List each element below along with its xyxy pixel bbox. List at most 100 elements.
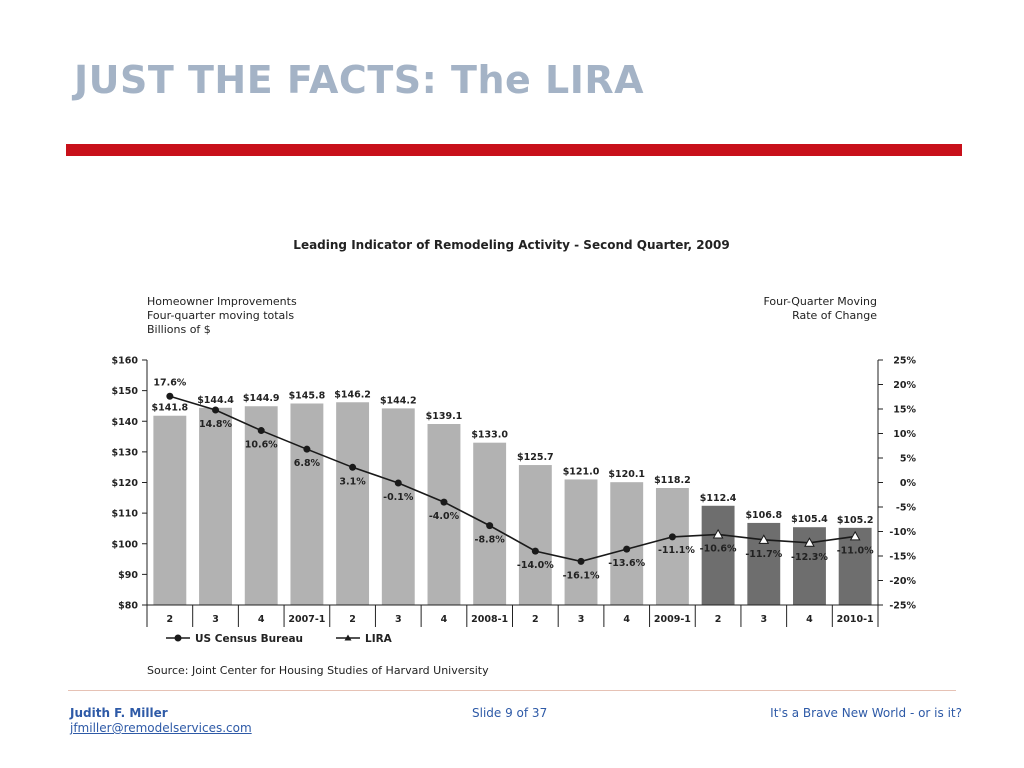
- line-value-label: 10.6%: [245, 440, 278, 451]
- line-value-label: -4.0%: [429, 511, 460, 522]
- x-tick-label: 2010-1: [837, 614, 874, 625]
- bar: [610, 482, 644, 605]
- legend-lira-label: LIRA: [365, 633, 393, 645]
- right-tick-label: -25%: [889, 601, 916, 612]
- slide-title: JUST THE FACTS: The LIRA: [74, 58, 645, 102]
- bar: [564, 479, 598, 605]
- x-tick-label: 4: [258, 614, 265, 625]
- line-value-label: -11.0%: [837, 545, 874, 556]
- census-point: [531, 547, 539, 555]
- x-tick-label: 3: [395, 614, 402, 625]
- lira-chart: Leading Indicator of Remodeling Activity…: [112, 238, 917, 677]
- right-tick-label: -15%: [889, 552, 916, 563]
- line-value-label: -13.6%: [608, 558, 645, 569]
- left-tick-label: $120: [112, 478, 139, 489]
- left-axis-caption: Homeowner Improvements: [147, 295, 297, 308]
- x-tick-label: 4: [441, 614, 448, 625]
- x-tick-label: 2: [532, 614, 539, 625]
- left-tick-label: $80: [118, 601, 138, 612]
- line-value-label: -11.1%: [658, 545, 695, 556]
- bar: [199, 407, 232, 605]
- legend-census-label: US Census Bureau: [195, 633, 303, 645]
- census-line: [169, 395, 673, 563]
- chart-source: Source: Joint Center for Housing Studies…: [147, 664, 489, 677]
- x-tick-label: 2007-1: [288, 614, 325, 625]
- census-point: [349, 463, 357, 471]
- bar-label: $112.4: [700, 493, 737, 504]
- right-tick-label: 25%: [893, 356, 916, 367]
- census-point: [166, 392, 174, 400]
- left-tick-label: $100: [112, 539, 139, 550]
- x-tick-label: 2: [349, 614, 356, 625]
- bar-label: $141.8: [152, 403, 189, 414]
- footer-email-link[interactable]: jfmiller@remodelservices.com: [70, 721, 252, 735]
- x-tick-label: 2009-1: [654, 614, 691, 625]
- census-point: [303, 445, 311, 453]
- left-axis-caption: Four-quarter moving totals: [147, 309, 294, 322]
- lira-point: [758, 534, 770, 544]
- x-tick-label: 3: [212, 614, 219, 625]
- census-point: [577, 557, 585, 565]
- bar-label: $125.7: [517, 452, 554, 463]
- footer-author: Judith F. Miller: [70, 706, 168, 720]
- right-tick-label: 20%: [893, 380, 916, 391]
- bar-label: $105.2: [837, 515, 874, 526]
- bar: [838, 527, 872, 605]
- bar: [701, 505, 735, 605]
- bar-label: $144.2: [380, 395, 417, 406]
- line-value-label: -12.3%: [791, 552, 828, 563]
- right-tick-label: -5%: [896, 503, 917, 514]
- right-axis-caption: Four-Quarter Moving: [763, 295, 877, 308]
- left-tick-label: $140: [112, 417, 139, 428]
- left-tick-label: $130: [112, 447, 139, 458]
- lira-point: [804, 537, 815, 547]
- bar-label: $145.8: [289, 390, 326, 401]
- line-value-label: -8.8%: [475, 535, 506, 546]
- footer-rule: [68, 690, 956, 691]
- left-axis-caption: Billions of $: [147, 323, 211, 336]
- bar-label: $139.1: [426, 411, 463, 422]
- census-point: [486, 522, 494, 530]
- right-tick-label: 15%: [893, 405, 916, 416]
- line-value-label: 14.8%: [199, 419, 232, 430]
- line-value-label: 3.1%: [339, 476, 366, 487]
- footer-tagline: It's a Brave New World - or is it?: [770, 706, 962, 720]
- left-tick-label: $90: [118, 570, 138, 581]
- right-tick-label: -10%: [889, 527, 916, 538]
- bar: [655, 488, 689, 605]
- right-tick-label: -20%: [889, 576, 916, 587]
- bar: [290, 403, 324, 605]
- left-tick-label: $160: [112, 356, 139, 367]
- x-tick-label: 4: [806, 614, 813, 625]
- bar-label: $105.4: [791, 514, 828, 525]
- bar: [153, 415, 187, 605]
- x-tick-label: 2008-1: [471, 614, 508, 625]
- bar-label: $146.2: [334, 389, 371, 400]
- census-point: [257, 427, 265, 435]
- x-tick-label: 3: [760, 614, 767, 625]
- census-point: [394, 479, 402, 487]
- lira-point: [849, 530, 861, 541]
- x-tick-label: 4: [623, 614, 630, 625]
- line-value-label: -14.0%: [517, 560, 554, 571]
- title-rule: [66, 144, 962, 156]
- right-tick-label: 10%: [893, 429, 916, 440]
- line-value-label: 17.6%: [153, 377, 186, 388]
- bar-label: $144.9: [243, 393, 280, 404]
- census-point: [212, 406, 220, 414]
- census-point: [668, 533, 676, 541]
- bar-label: $118.2: [654, 475, 691, 486]
- bar: [244, 406, 278, 605]
- x-tick-label: 3: [578, 614, 585, 625]
- line-value-label: -10.6%: [700, 543, 737, 554]
- bar: [336, 402, 370, 605]
- line-value-label: -0.1%: [383, 492, 414, 503]
- right-axis-caption: Rate of Change: [792, 309, 877, 322]
- lira-point: [712, 528, 724, 539]
- bar: [518, 465, 552, 605]
- chart-title: Leading Indicator of Remodeling Activity…: [293, 238, 729, 252]
- x-tick-label: 2: [167, 614, 174, 625]
- bar-label: $121.0: [563, 466, 600, 477]
- bar: [427, 424, 461, 605]
- x-tick-label: 2: [715, 614, 722, 625]
